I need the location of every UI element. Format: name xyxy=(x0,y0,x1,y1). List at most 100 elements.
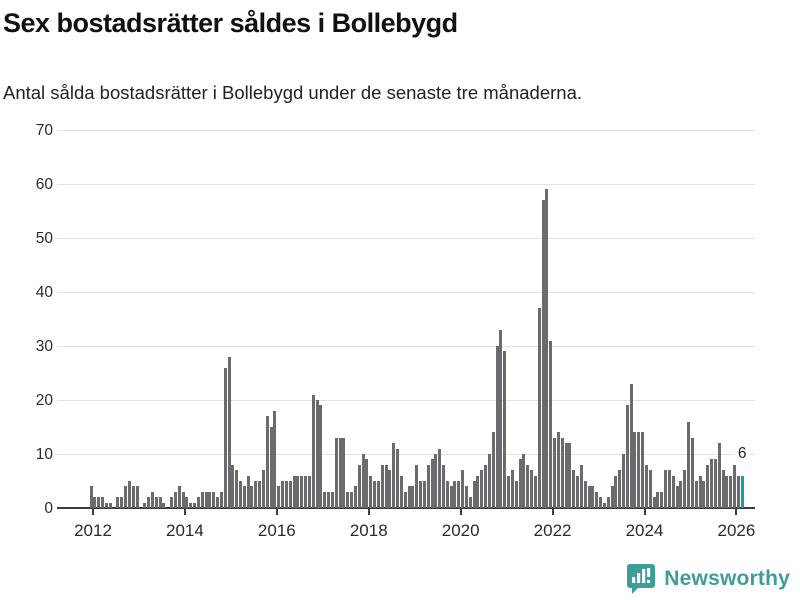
bar-2017-08 xyxy=(350,491,353,508)
bar-2014-12 xyxy=(227,356,231,508)
bar-2015-09 xyxy=(261,470,265,508)
bar-2017-01 xyxy=(323,491,327,508)
bar-2015-06 xyxy=(250,486,254,508)
y-axis-label: 0 xyxy=(44,500,53,517)
bar-2019-10 xyxy=(449,486,453,508)
bar-2014-05 xyxy=(200,491,204,508)
bar-2018-06 xyxy=(388,470,392,508)
bar-2025-04 xyxy=(702,481,706,508)
bar-2012-12 xyxy=(135,486,139,508)
y-gridline xyxy=(57,130,755,131)
bar-2017-02 xyxy=(327,491,330,508)
bar-2024-02 xyxy=(648,470,652,508)
bar-2026-02 xyxy=(740,475,744,508)
bar-2022-01 xyxy=(553,437,556,508)
highlight-value-label: 6 xyxy=(734,446,750,462)
bar-2016-04 xyxy=(288,481,292,508)
bar-2025-02 xyxy=(694,481,698,508)
bar-2020-08 xyxy=(487,454,491,508)
bar-2017-04 xyxy=(334,437,338,508)
bar-2011-12 xyxy=(89,486,93,508)
bar-2024-03 xyxy=(652,497,656,508)
bar-2014-07 xyxy=(208,491,212,508)
bar-2014-08 xyxy=(212,491,216,508)
bar-2013-06 xyxy=(158,497,162,508)
bar-2018-08 xyxy=(396,448,399,508)
bar-2012-09 xyxy=(124,486,128,508)
bar-2024-04 xyxy=(656,491,660,508)
bar-2014-01 xyxy=(185,497,189,508)
bar-2021-01 xyxy=(507,475,511,508)
y-axis-label: 10 xyxy=(35,446,53,463)
bar-2015-07 xyxy=(254,481,258,508)
x-axis-label: 2024 xyxy=(625,521,664,540)
bar-2021-02 xyxy=(510,470,514,508)
bar-2019-09 xyxy=(445,481,449,508)
bar-2022-06 xyxy=(572,470,576,508)
y-axis-label: 30 xyxy=(35,338,53,355)
bar-2023-12 xyxy=(641,432,645,508)
bar-2024-11 xyxy=(683,470,687,508)
bar-2022-04 xyxy=(564,443,568,508)
y-axis-label: 60 xyxy=(35,176,53,193)
page-title: Sex bostadsrätter såldes i Bollebygd xyxy=(3,8,458,38)
bar-2018-09 xyxy=(399,475,403,508)
bar-2024-06 xyxy=(664,470,668,508)
bar-2025-01 xyxy=(690,437,694,508)
bar-2021-09 xyxy=(537,308,541,508)
bar-2012-10 xyxy=(127,481,131,508)
x-axis-label: 2022 xyxy=(533,521,572,540)
x-axis-label: 2026 xyxy=(717,521,756,540)
y-gridline xyxy=(57,454,755,455)
bar-2020-03 xyxy=(468,497,472,508)
bar-2021-03 xyxy=(514,481,518,508)
bar-2015-02 xyxy=(235,470,239,508)
bar-2015-01 xyxy=(231,464,235,508)
bar-2016-07 xyxy=(300,475,304,508)
y-gridline xyxy=(57,184,755,185)
bar-2020-07 xyxy=(484,464,488,508)
x-axis-tick xyxy=(551,509,554,515)
bar-2019-08 xyxy=(441,464,445,508)
y-gridline xyxy=(57,400,755,401)
bar-2020-12 xyxy=(503,351,507,508)
bar-2021-11 xyxy=(545,189,549,508)
bar-2014-10 xyxy=(219,491,223,508)
y-axis-label: 50 xyxy=(35,230,53,247)
newsworthy-bubble-icon xyxy=(626,563,656,595)
bar-2019-03 xyxy=(422,481,426,508)
x-axis-tick xyxy=(367,509,370,515)
bar-2015-03 xyxy=(239,481,242,508)
bar-2017-07 xyxy=(346,491,350,508)
bar-2015-12 xyxy=(273,410,277,508)
bar-2013-05 xyxy=(154,497,158,508)
x-axis-tick xyxy=(459,509,462,515)
bar-2023-07 xyxy=(622,454,625,508)
y-axis-label: 70 xyxy=(35,122,53,139)
y-gridline xyxy=(57,292,755,293)
bar-2013-07 xyxy=(162,502,166,508)
bar-2017-09 xyxy=(353,486,357,508)
bar-2022-03 xyxy=(560,437,564,508)
bar-2018-04 xyxy=(380,464,384,508)
newsworthy-wordmark: Newsworthy xyxy=(664,567,790,590)
bar-2016-05 xyxy=(292,475,296,508)
bar-2020-05 xyxy=(476,475,480,508)
bar-2022-09 xyxy=(583,481,587,508)
bar-2020-02 xyxy=(464,486,468,508)
bar-2015-08 xyxy=(258,481,262,508)
bar-2012-07 xyxy=(116,497,120,508)
bar-2021-12 xyxy=(549,340,553,508)
bar-2014-06 xyxy=(204,491,208,508)
bar-2013-11 xyxy=(177,486,181,508)
bar-2021-05 xyxy=(522,454,526,508)
bar-2012-01 xyxy=(93,497,97,508)
bar-2024-10 xyxy=(679,481,683,508)
bar-2020-10 xyxy=(495,346,499,508)
bar-2021-08 xyxy=(533,475,537,508)
bar-2023-03 xyxy=(606,497,610,508)
bar-2025-05 xyxy=(706,464,710,508)
bar-2019-06 xyxy=(434,454,438,508)
bar-2021-10 xyxy=(541,200,545,508)
